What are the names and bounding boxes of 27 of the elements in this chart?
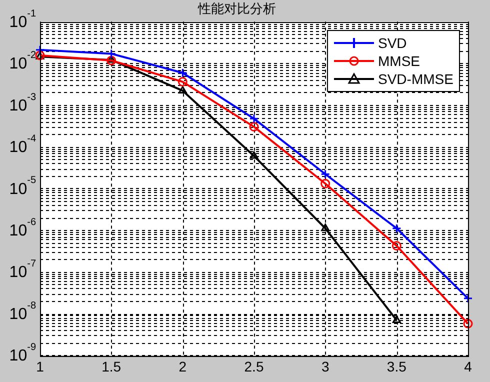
- point: [463, 294, 473, 304]
- x-tick-label: 1: [36, 358, 44, 374]
- point: [392, 315, 401, 323]
- point: [178, 68, 188, 78]
- point: [249, 114, 259, 124]
- legend-label: MMSE: [378, 52, 420, 69]
- chart-title: 性能对比分析: [197, 2, 276, 18]
- point: [106, 56, 116, 66]
- point: [463, 318, 473, 328]
- x-tick-label: 2.5: [244, 358, 264, 374]
- point: [392, 241, 402, 251]
- legend-label: SVD: [378, 34, 407, 51]
- x-tick-label: 4: [464, 358, 472, 374]
- x-tick-label: 1.5: [102, 358, 122, 374]
- legend-label: SVD-MMSE: [378, 70, 454, 87]
- point: [35, 45, 45, 55]
- point: [392, 224, 402, 234]
- x-tick-label: 3.5: [386, 358, 407, 374]
- point: [320, 178, 330, 188]
- x-tick-label: 2: [178, 358, 187, 374]
- point: [320, 169, 330, 179]
- point: [250, 151, 258, 159]
- point: [178, 86, 187, 94]
- point: [249, 122, 259, 132]
- x-tick-label: 3: [321, 358, 330, 374]
- point: [178, 77, 188, 87]
- point: [321, 224, 330, 232]
